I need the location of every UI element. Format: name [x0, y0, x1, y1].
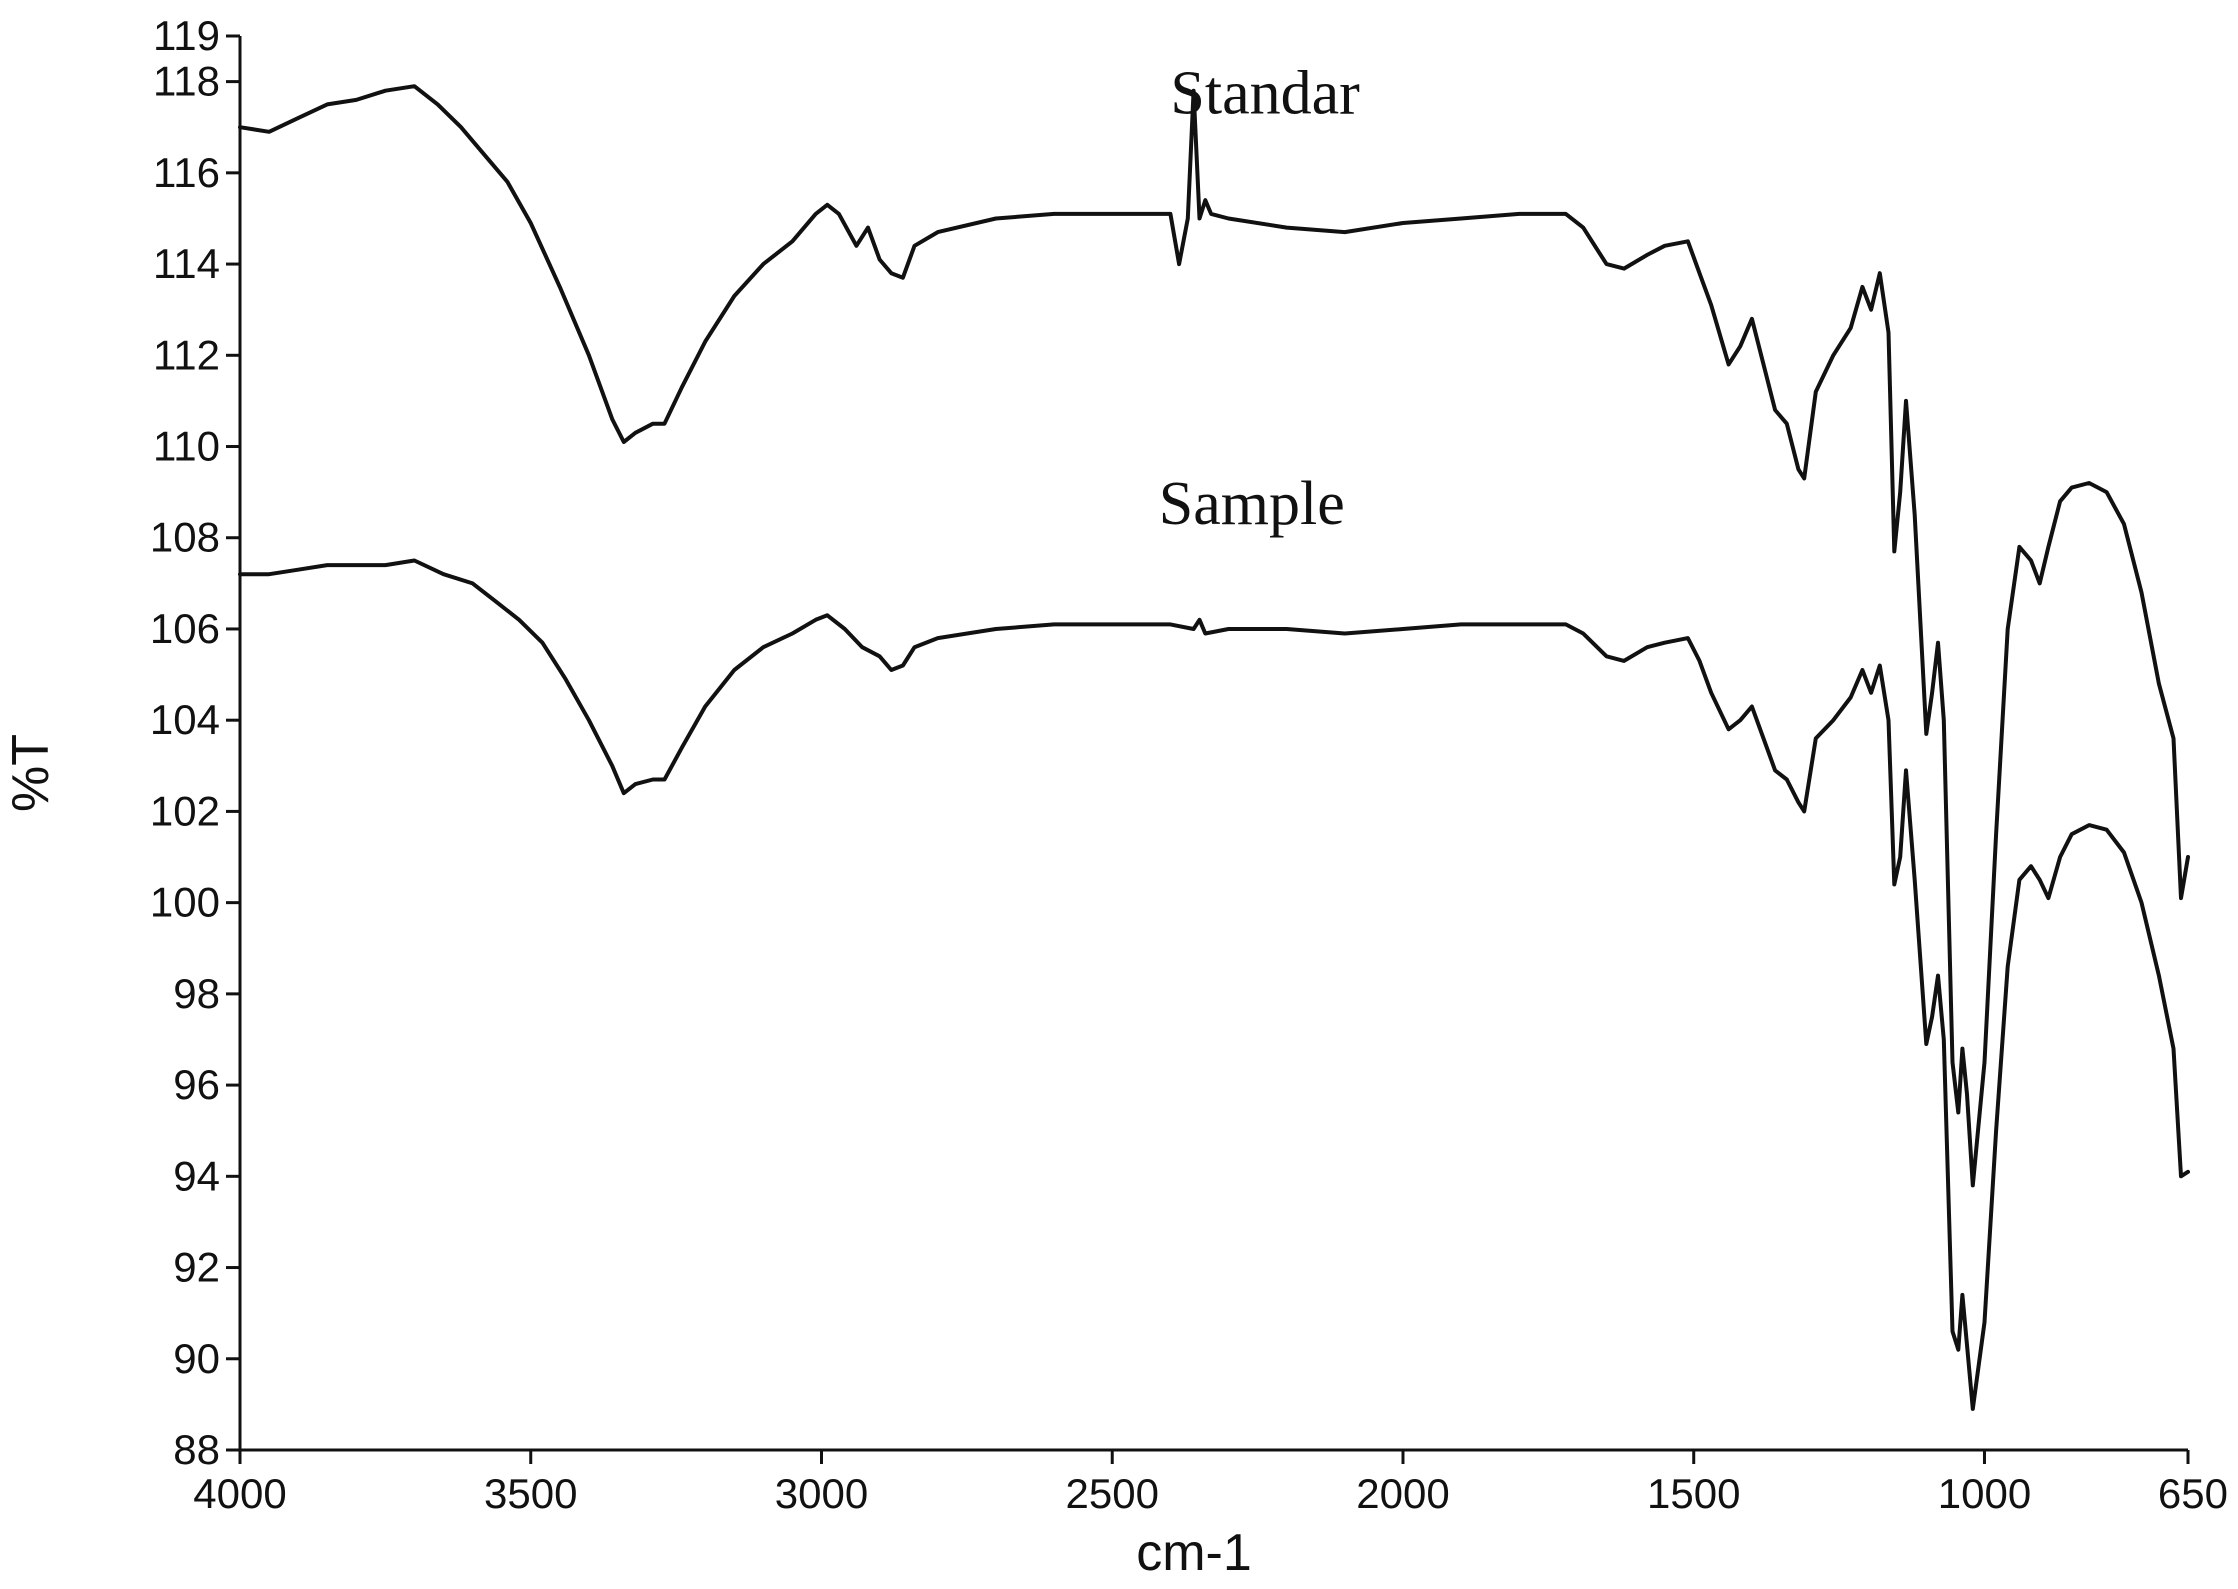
y-axis-title: %T — [2, 734, 60, 812]
y-axis-ticks: 88 90 92 94 96 98 100 102 104 106 108 110 112 114 116 1… — [150, 12, 240, 1473]
y-tick-label: 119 — [153, 12, 220, 59]
y-tick-label: 98 — [173, 970, 220, 1017]
series-line-sample — [238, 558, 2190, 1411]
series-labels: Standar Sample — [1159, 60, 1360, 539]
series-label-standar: Standar — [1170, 60, 1360, 128]
x-tick-label: 2500 — [1066, 1470, 1159, 1517]
x-axis-ticks: 4000 3500 3000 2500 2000 1500 1000 650 — [193, 1450, 2228, 1517]
y-tick-label: 88 — [173, 1426, 220, 1473]
x-tick-label: 3500 — [484, 1470, 577, 1517]
series-line-standar — [238, 84, 2190, 1188]
y-tick-label: 104 — [150, 696, 220, 743]
series-label-sample: Sample — [1159, 470, 1345, 538]
x-tick-label: 2000 — [1356, 1470, 1449, 1517]
y-tick-label: 118 — [153, 58, 220, 105]
y-tick-label: 106 — [150, 605, 220, 652]
x-tick-label: 1500 — [1647, 1470, 1740, 1517]
y-tick-label: 110 — [153, 423, 220, 470]
y-tick-label: 112 — [153, 331, 220, 378]
x-tick-label: 650 — [2158, 1470, 2228, 1517]
y-tick-label: 100 — [150, 879, 220, 926]
x-axis-title: cm-1 — [1136, 1524, 1252, 1582]
y-tick-label: 94 — [173, 1152, 220, 1199]
y-tick-label: 102 — [150, 787, 220, 834]
y-tick-label: 116 — [153, 149, 220, 196]
x-tick-label: 3000 — [775, 1470, 868, 1517]
y-tick-label: 108 — [150, 514, 220, 561]
x-tick-label: 4000 — [193, 1470, 286, 1517]
y-tick-label: 90 — [173, 1335, 220, 1382]
series-lines — [238, 84, 2190, 1411]
y-tick-label: 96 — [173, 1061, 220, 1108]
y-tick-label: 114 — [153, 240, 220, 287]
x-tick-label: 1000 — [1938, 1470, 2031, 1517]
y-tick-label: 92 — [173, 1244, 220, 1291]
